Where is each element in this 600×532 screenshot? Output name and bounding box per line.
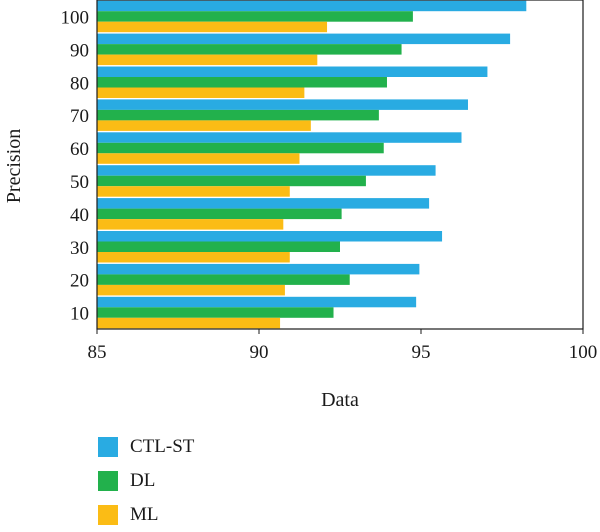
bar-ctl-st-10 <box>97 296 417 308</box>
bar-ctl-st-100 <box>97 0 527 12</box>
x-tick-label: 85 <box>88 342 107 363</box>
legend-item-dl: DL <box>98 464 194 498</box>
bar-dl-10 <box>97 307 334 318</box>
x-tick-label: 90 <box>250 342 269 363</box>
bar-dl-30 <box>97 241 340 252</box>
legend-item-ml: ML <box>98 498 194 532</box>
bar-ctl-st-20 <box>97 263 420 275</box>
bar-dl-70 <box>97 109 379 121</box>
bar-ml-40 <box>97 219 284 230</box>
bar-dl-40 <box>97 208 342 220</box>
y-tick-label: 80 <box>70 73 89 94</box>
bar-ml-90 <box>97 54 318 66</box>
x-tick-label: 95 <box>412 342 431 363</box>
ticks-layer: 10 20 30 40 50 60 70 80 90 100 85 90 95 100 <box>61 7 598 363</box>
bar-dl-100 <box>97 11 413 22</box>
y-tick-label: 50 <box>70 172 89 193</box>
legend-swatch-dl <box>98 471 118 491</box>
bar-ml-100 <box>97 21 328 33</box>
bar-ml-70 <box>97 120 311 131</box>
y-tick-label: 40 <box>70 205 89 226</box>
bar-ml-10 <box>97 317 281 329</box>
bar-ctl-st-70 <box>97 99 468 110</box>
x-tick-label: 100 <box>569 342 598 363</box>
legend-label-dl: DL <box>130 470 156 491</box>
legend-swatch-ctl-st <box>98 437 118 457</box>
legend-label-ctl-st: CTL-ST <box>130 436 195 457</box>
bar-ml-20 <box>97 284 285 296</box>
y-tick-label: 60 <box>70 139 89 160</box>
bar-ctl-st-30 <box>97 231 443 242</box>
y-axis-label: Precision <box>3 129 25 203</box>
bar-ml-60 <box>97 153 300 164</box>
legend-item-ctl-st: CTL-ST <box>98 430 194 464</box>
y-tick-label: 90 <box>70 40 89 61</box>
bar-ctl-st-60 <box>97 132 462 143</box>
bar-ctl-st-50 <box>97 165 436 176</box>
plot-frame <box>96 0 584 330</box>
y-tick-label: 70 <box>70 106 89 127</box>
y-tick-label: 30 <box>70 238 89 259</box>
bar-ml-30 <box>97 252 290 263</box>
y-tick-label: 20 <box>70 271 89 292</box>
bar-ctl-st-90 <box>97 33 511 45</box>
bar-dl-20 <box>97 274 350 285</box>
y-tick-label: 100 <box>61 7 90 28</box>
bars-layer <box>97 0 527 329</box>
bar-dl-50 <box>97 175 366 187</box>
legend-swatch-ml <box>98 505 118 525</box>
bar-dl-60 <box>97 142 384 154</box>
bar-ml-50 <box>97 186 290 197</box>
bar-dl-80 <box>97 77 387 88</box>
legend: CTL-ST DL ML <box>98 430 194 532</box>
bar-dl-90 <box>97 44 402 55</box>
legend-label-ml: ML <box>130 504 159 525</box>
bar-ml-80 <box>97 87 305 98</box>
bar-ctl-st-80 <box>97 66 488 77</box>
x-axis-label: Data <box>321 389 359 411</box>
y-tick-label: 10 <box>70 304 89 325</box>
bar-ctl-st-40 <box>97 198 430 209</box>
